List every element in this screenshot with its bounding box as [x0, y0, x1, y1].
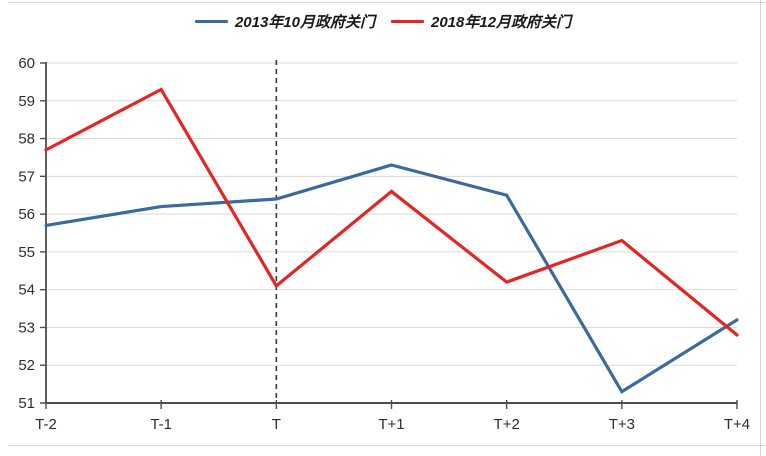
figure-bottom-border — [8, 445, 766, 446]
x-axis-tick-label: T — [272, 416, 281, 433]
legend-label-2018-shutdown: 2018年12月政府关门 — [431, 14, 572, 31]
y-axis-tick-label: 56 — [18, 206, 35, 223]
x-axis-tick-label: T+3 — [609, 416, 635, 433]
x-axis-tick-label: T-2 — [35, 416, 57, 433]
y-axis-tick-label: 54 — [18, 282, 35, 299]
y-axis-tick-label: 55 — [18, 244, 35, 261]
legend-label-2013-shutdown: 2013年10月政府关门 — [234, 14, 375, 31]
legend-line-swatch-red — [391, 19, 424, 24]
y-axis-tick-label: 59 — [18, 93, 35, 110]
x-axis-tick-label: T-1 — [150, 416, 172, 433]
series-line-0 — [44, 163, 739, 394]
figure-top-border — [8, 2, 766, 3]
legend-item-2013-shutdown: 2013年10月政府关门 — [194, 11, 375, 32]
y-axis-tick-label: 57 — [18, 168, 35, 185]
y-axis-tick-label: 60 — [18, 55, 35, 72]
y-axis-tick-label: 58 — [18, 131, 35, 148]
x-axis-tick-label: T+1 — [378, 416, 404, 433]
chart-legend: 2013年10月政府关门 2018年12月政府关门 — [0, 11, 766, 32]
y-axis-tick-label: 52 — [18, 357, 35, 374]
legend-line-swatch-blue — [194, 19, 228, 24]
y-axis-tick-label: 51 — [18, 395, 35, 412]
figure-right-border — [760, 0, 761, 456]
legend-item-2018-shutdown: 2018年12月政府关门 — [391, 11, 571, 32]
y-axis-tick-label: 53 — [18, 319, 35, 336]
x-axis-tick-label: T+4 — [724, 416, 750, 433]
series-line-1 — [44, 87, 739, 337]
x-axis-tick-label: T+2 — [494, 416, 520, 433]
